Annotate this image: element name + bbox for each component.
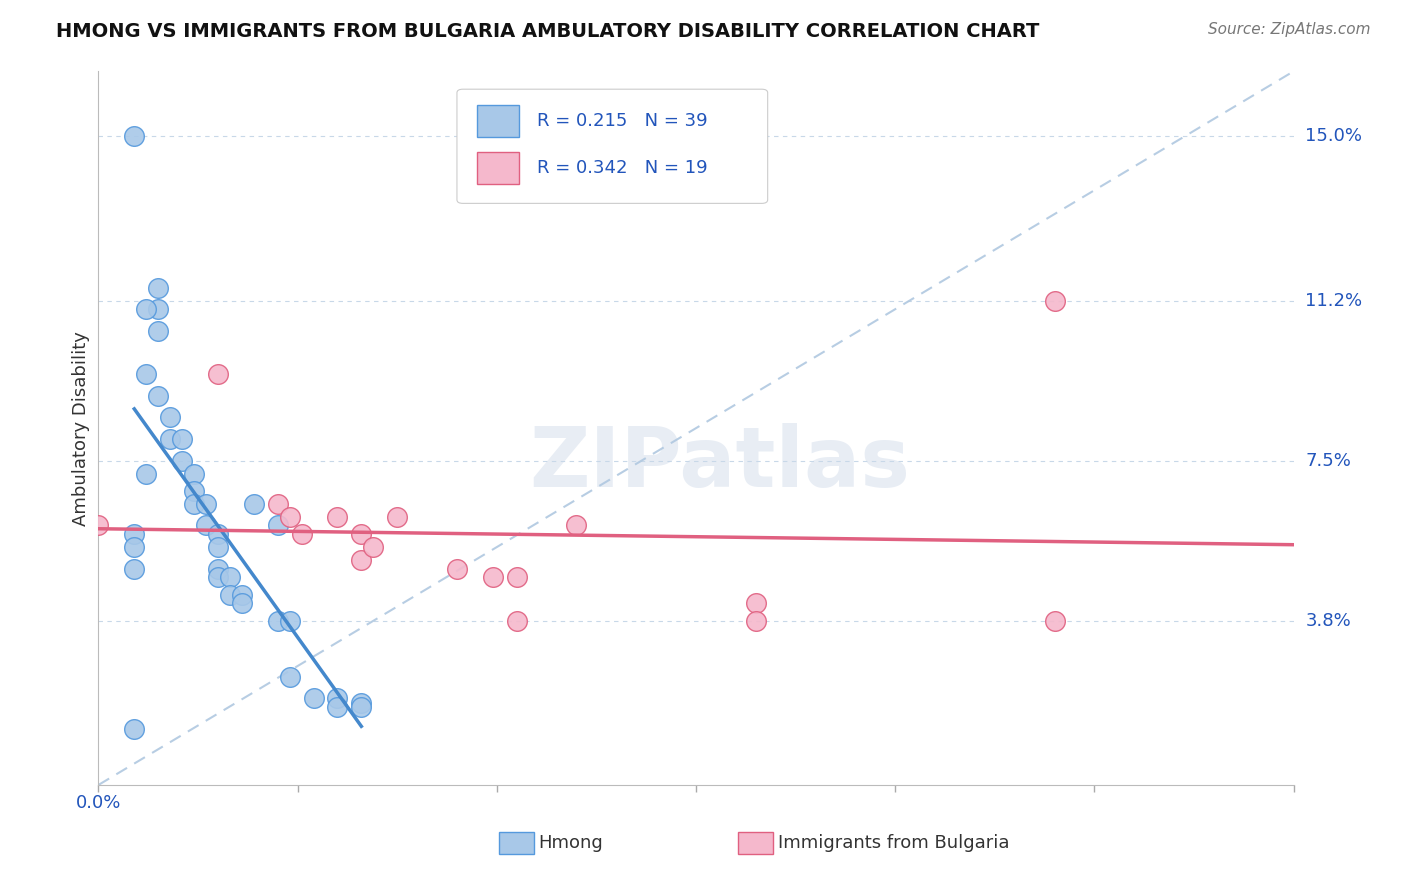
Point	[326, 700, 349, 714]
Point	[231, 588, 253, 602]
Point	[350, 700, 373, 714]
Point	[231, 596, 253, 610]
Point	[350, 553, 373, 567]
Point	[1043, 293, 1066, 308]
Point	[207, 570, 229, 584]
Point	[385, 509, 409, 524]
Text: 15.0%: 15.0%	[1306, 128, 1362, 145]
Point	[565, 518, 588, 533]
Point	[446, 562, 468, 576]
Point	[326, 509, 349, 524]
Point	[135, 467, 157, 481]
Point	[124, 540, 146, 554]
Text: 0.0%: 0.0%	[76, 794, 121, 812]
Point	[506, 570, 529, 584]
Point	[278, 670, 301, 684]
Point	[267, 497, 290, 511]
Point	[243, 497, 266, 511]
Point	[148, 302, 170, 317]
Point	[135, 302, 157, 317]
Point	[172, 432, 194, 446]
Point	[219, 570, 242, 584]
Point	[87, 518, 110, 533]
Text: 11.2%: 11.2%	[1306, 292, 1362, 310]
Point	[291, 527, 314, 541]
Point	[278, 614, 301, 628]
Point	[148, 324, 170, 338]
Point	[195, 518, 218, 533]
Point	[148, 280, 170, 294]
Point	[350, 527, 373, 541]
Text: Source: ZipAtlas.com: Source: ZipAtlas.com	[1208, 22, 1371, 37]
Point	[302, 691, 325, 706]
Point	[267, 518, 290, 533]
Point	[745, 614, 768, 628]
Text: HMONG VS IMMIGRANTS FROM BULGARIA AMBULATORY DISABILITY CORRELATION CHART: HMONG VS IMMIGRANTS FROM BULGARIA AMBULA…	[56, 22, 1039, 41]
Point	[1043, 614, 1066, 628]
Text: 3.8%: 3.8%	[1306, 612, 1351, 630]
Point	[135, 367, 157, 381]
Text: R = 0.215   N = 39: R = 0.215 N = 39	[537, 112, 707, 130]
Point	[326, 691, 349, 706]
Point	[183, 467, 205, 481]
Point	[124, 527, 146, 541]
Text: R = 0.342   N = 19: R = 0.342 N = 19	[537, 159, 707, 177]
Point	[482, 570, 505, 584]
FancyBboxPatch shape	[457, 89, 768, 203]
Text: ZIPatlas: ZIPatlas	[530, 424, 910, 504]
Text: 7.5%: 7.5%	[1306, 451, 1351, 469]
Point	[159, 432, 181, 446]
Point	[745, 596, 768, 610]
Point	[207, 367, 229, 381]
FancyBboxPatch shape	[477, 152, 519, 184]
Point	[207, 562, 229, 576]
Point	[124, 562, 146, 576]
Text: Hmong: Hmong	[538, 834, 603, 852]
FancyBboxPatch shape	[477, 105, 519, 137]
Point	[148, 389, 170, 403]
Point	[124, 722, 146, 736]
Point	[506, 614, 529, 628]
Point	[124, 129, 146, 144]
Point	[219, 588, 242, 602]
Point	[278, 509, 301, 524]
Y-axis label: Ambulatory Disability: Ambulatory Disability	[72, 331, 90, 525]
Point	[363, 540, 385, 554]
Point	[195, 497, 218, 511]
Point	[183, 483, 205, 498]
Point	[183, 497, 205, 511]
Point	[350, 696, 373, 710]
Point	[207, 527, 229, 541]
Point	[159, 410, 181, 425]
Point	[207, 540, 229, 554]
Point	[267, 614, 290, 628]
Text: Immigrants from Bulgaria: Immigrants from Bulgaria	[778, 834, 1010, 852]
Point	[172, 453, 194, 467]
